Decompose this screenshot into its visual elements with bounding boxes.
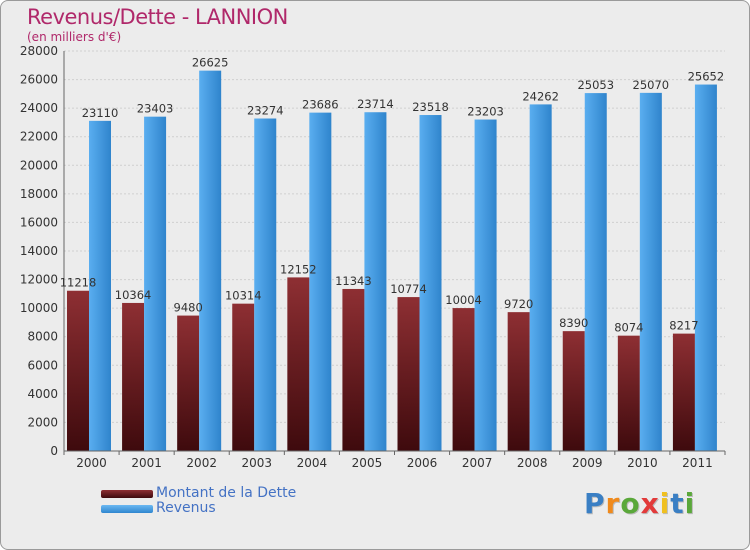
data-label-revenue: 23686 bbox=[302, 98, 339, 112]
data-label-revenue: 23110 bbox=[82, 106, 119, 120]
legend-swatch-revenue bbox=[101, 505, 153, 513]
y-tick-label: 24000 bbox=[20, 101, 58, 115]
x-tick-label: 2005 bbox=[352, 456, 383, 470]
logo-letter: i bbox=[684, 487, 696, 520]
proxiti-logo: Proxiti bbox=[584, 487, 695, 520]
bar-revenue-2005 bbox=[364, 112, 387, 451]
x-tick-label: 2011 bbox=[682, 456, 713, 470]
bar-revenue-2000 bbox=[89, 120, 111, 451]
x-tick-label: 2002 bbox=[186, 456, 217, 470]
bar-debt-2004 bbox=[287, 277, 310, 451]
data-label-revenue: 23714 bbox=[357, 97, 394, 111]
x-tick-label: 2009 bbox=[572, 456, 603, 470]
data-label-debt: 9720 bbox=[504, 297, 533, 311]
bar-revenue-2006 bbox=[419, 115, 442, 452]
bar-debt-2006 bbox=[397, 297, 420, 451]
axes: 0 2000 4000 6000 8000 10000 12000 14000 16000 180… bbox=[20, 44, 726, 470]
bar-debt-2005 bbox=[342, 288, 365, 451]
x-tick-label: 2007 bbox=[462, 456, 493, 470]
data-label-debt: 10774 bbox=[390, 282, 427, 296]
bar-revenue-2010 bbox=[639, 92, 662, 451]
y-tick-label: 14000 bbox=[20, 244, 58, 258]
chart-title: Revenus/Dette - LANNION bbox=[27, 5, 288, 29]
x-tick-label: 2003 bbox=[242, 456, 273, 470]
logo-letter: P bbox=[584, 487, 606, 520]
data-label-revenue: 23203 bbox=[467, 105, 504, 119]
y-tick-label: 18000 bbox=[20, 187, 58, 201]
x-tick-label: 2010 bbox=[627, 456, 658, 470]
bar-debt-2000 bbox=[67, 290, 89, 451]
x-tick-label: 2000 bbox=[76, 456, 107, 470]
data-label-debt: 8390 bbox=[559, 316, 588, 330]
legend-label-revenue: Revenus bbox=[156, 500, 216, 516]
y-tick-label: 16000 bbox=[20, 215, 58, 229]
data-label-revenue: 26625 bbox=[192, 56, 229, 70]
legend-swatch-debt bbox=[101, 490, 153, 498]
bar-revenue-2008 bbox=[529, 104, 552, 452]
data-label-revenue: 25652 bbox=[688, 70, 725, 84]
logo-letter: i bbox=[659, 487, 671, 520]
y-tick-label: 20000 bbox=[20, 158, 58, 172]
y-tick-label: 4000 bbox=[27, 387, 58, 401]
data-label-revenue: 25070 bbox=[633, 78, 670, 92]
x-tick-label: 2001 bbox=[131, 456, 162, 470]
logo-letter: o bbox=[620, 487, 641, 520]
bar-revenue-2011 bbox=[694, 84, 717, 452]
data-label-debt: 8217 bbox=[669, 319, 698, 333]
bar-debt-2008 bbox=[507, 312, 530, 451]
data-label-revenue: 23403 bbox=[137, 102, 174, 116]
data-label-debt: 8074 bbox=[614, 321, 643, 335]
y-tick-label: 26000 bbox=[20, 73, 58, 87]
data-label-revenue: 23274 bbox=[247, 104, 284, 118]
bar-revenue-2003 bbox=[254, 118, 277, 451]
bars bbox=[67, 70, 717, 452]
bar-debt-2010 bbox=[617, 335, 640, 451]
bar-revenue-2009 bbox=[584, 93, 607, 451]
data-label-debt: 10004 bbox=[445, 293, 482, 307]
legend-label-debt: Montant de la Dette bbox=[156, 485, 297, 501]
x-tick-label: 2004 bbox=[297, 456, 328, 470]
bar-debt-2007 bbox=[452, 308, 475, 451]
y-tick-label: 8000 bbox=[27, 330, 58, 344]
data-label-revenue: 25053 bbox=[577, 78, 614, 92]
bar-debt-2009 bbox=[562, 331, 585, 451]
y-tick-label: 12000 bbox=[20, 273, 58, 287]
data-label-revenue: 23518 bbox=[412, 100, 449, 114]
y-tick-label: 0 bbox=[50, 444, 58, 458]
bar-debt-2011 bbox=[672, 333, 695, 451]
bar-revenue-2001 bbox=[144, 116, 167, 452]
y-tick-label: 2000 bbox=[27, 415, 58, 429]
y-tick-label: 28000 bbox=[20, 44, 58, 58]
bar-revenue-2007 bbox=[474, 119, 497, 452]
x-tick-label: 2006 bbox=[407, 456, 438, 470]
bar-debt-2003 bbox=[232, 303, 255, 451]
bar-revenue-2002 bbox=[199, 70, 222, 452]
data-labels: 11218 23110 10364 23403 9480 26625 10314 23274 1… bbox=[60, 56, 725, 335]
data-label-debt: 9480 bbox=[174, 301, 203, 315]
data-label-revenue: 24262 bbox=[522, 89, 559, 103]
logo-letter: r bbox=[605, 487, 621, 520]
data-label-debt: 11343 bbox=[335, 274, 372, 288]
data-label-debt: 10364 bbox=[115, 288, 152, 302]
data-label-debt: 12152 bbox=[280, 262, 317, 276]
logo-letter: x bbox=[640, 487, 660, 520]
chart-subtitle: (en milliers d'€) bbox=[27, 30, 122, 44]
bar-debt-2002 bbox=[177, 315, 200, 451]
bar-debt-2001 bbox=[122, 302, 145, 451]
bar-revenue-2004 bbox=[309, 112, 332, 451]
y-tick-label: 10000 bbox=[20, 301, 58, 315]
x-tick-label: 2008 bbox=[517, 456, 548, 470]
grid-lines bbox=[64, 50, 725, 452]
data-label-debt: 11218 bbox=[60, 276, 97, 290]
logo-letter: t bbox=[670, 487, 685, 520]
plot-area bbox=[64, 51, 725, 451]
data-label-debt: 10314 bbox=[225, 289, 262, 303]
y-tick-label: 22000 bbox=[20, 130, 58, 144]
y-tick-label: 6000 bbox=[27, 358, 58, 372]
